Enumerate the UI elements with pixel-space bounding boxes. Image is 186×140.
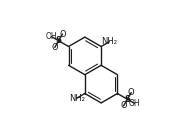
Text: O: O (59, 30, 66, 39)
Text: OH: OH (128, 99, 140, 108)
Text: O: O (52, 43, 58, 52)
Text: NH₂: NH₂ (69, 94, 85, 103)
Text: O: O (120, 101, 127, 110)
Text: NH₂: NH₂ (101, 37, 117, 46)
Text: S: S (124, 95, 130, 104)
Text: S: S (56, 36, 62, 45)
Text: OH: OH (46, 32, 58, 41)
Text: O: O (128, 88, 134, 97)
